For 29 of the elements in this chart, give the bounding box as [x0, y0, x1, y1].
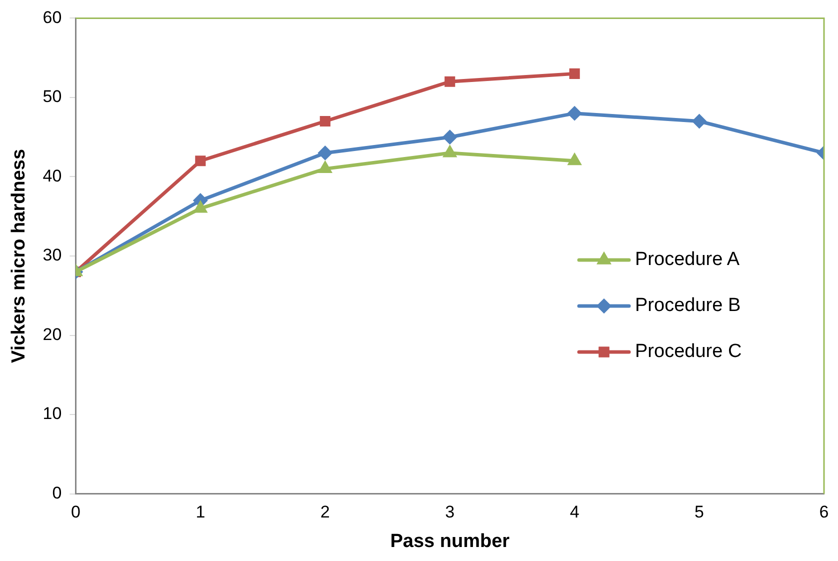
point: [194, 202, 207, 213]
legend-label: Procedure C: [635, 341, 742, 362]
y-tick-label: 30: [42, 246, 62, 265]
point: [195, 156, 206, 166]
legend-label: Procedure A: [635, 249, 740, 270]
point: [444, 76, 456, 87]
y-tick-label: 50: [42, 87, 62, 106]
x-tick-label: 1: [196, 502, 206, 522]
x-tick-label: 4: [570, 502, 580, 522]
y-tick-label: 20: [42, 324, 62, 344]
y-axis-title: Vickers micro hardness: [8, 148, 30, 364]
point: [443, 130, 457, 144]
x-tick-label: 6: [819, 502, 829, 522]
x-tick-label: 5: [694, 502, 704, 522]
point: [569, 68, 580, 79]
point: [320, 116, 330, 127]
point: [692, 114, 706, 128]
y-tick-label: 0: [52, 483, 62, 502]
legend-label: Procedure B: [635, 295, 741, 316]
x-tick-label: 2: [320, 502, 330, 522]
x-tick-label: 3: [445, 502, 455, 522]
y-tick-label: 10: [42, 404, 62, 424]
x-tick-label: 0: [70, 502, 80, 522]
y-tick-label: 40: [42, 166, 62, 186]
x-axis-title: Pass number: [390, 530, 510, 552]
y-tick-label: 60: [42, 8, 62, 27]
point: [318, 146, 332, 160]
point: [568, 106, 582, 120]
point: [444, 146, 456, 158]
